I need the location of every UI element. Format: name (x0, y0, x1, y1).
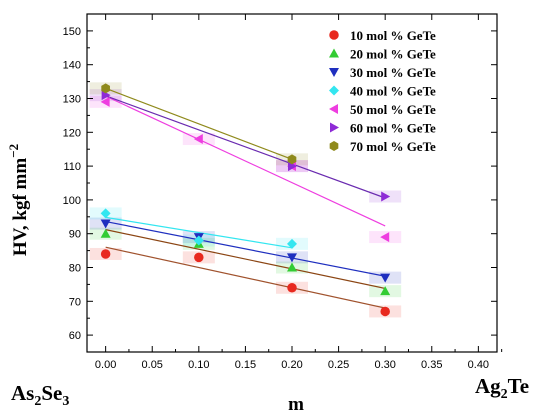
x-axis-left-end-label: As2Se3 (11, 381, 69, 409)
legend-label: 50 mol % GeTe (350, 102, 436, 117)
fit-line (105, 95, 386, 199)
data-point (381, 191, 391, 202)
x-left-label-sub1: 2 (34, 394, 41, 409)
data-point (100, 249, 111, 259)
x-left-label-base: As (11, 381, 34, 405)
data-point (101, 90, 111, 101)
y-tick-labels: 60 70 80 90 100 110 120 130 140 150 (63, 26, 81, 342)
y-axis-title-text: HV, kgf mm (10, 158, 31, 257)
data-point (100, 228, 111, 238)
data-point (380, 232, 390, 243)
x-tick-label: 0.40 (468, 359, 489, 371)
x-tick-label: 0.20 (281, 359, 302, 371)
legend-marker (329, 30, 339, 40)
x-tick-label: 0.05 (142, 359, 163, 371)
data-point (193, 134, 203, 145)
y-tick-label: 70 (69, 296, 81, 308)
legend-label: 40 mol % GeTe (350, 84, 436, 99)
x-tick-label: 0.30 (374, 359, 395, 371)
x-tick-label: 0.35 (421, 359, 442, 371)
data-point (287, 238, 297, 249)
y-tick-label: 100 (63, 195, 81, 207)
legend-marker (329, 48, 339, 58)
legend: 10 mol % GeTe 20 mol % GeTe 30 mol % GeTe 4… (329, 28, 436, 154)
data-point (100, 219, 111, 229)
y-tick-label: 80 (69, 263, 81, 275)
y-tick-label: 110 (63, 161, 81, 173)
x-axis-title: m (288, 394, 304, 415)
legend-label: 10 mol % GeTe (350, 28, 436, 43)
fit-line (105, 246, 386, 309)
x-right-label-sub1: 2 (501, 387, 508, 402)
x-tick-label: 0.15 (235, 359, 256, 371)
markers-layer (100, 83, 391, 317)
legend-marker (329, 68, 339, 77)
x-tick-label: 0.10 (188, 359, 209, 371)
data-point (380, 273, 391, 283)
y-tick-label: 90 (69, 229, 81, 241)
y-tick-label: 130 (63, 94, 81, 106)
data-point (380, 286, 391, 296)
legend-label: 20 mol % GeTe (350, 47, 436, 62)
data-point (287, 253, 297, 263)
x-right-label-mid: Te (508, 374, 529, 398)
data-point (100, 208, 111, 219)
fit-lines-layer (105, 87, 386, 309)
fit-line (105, 220, 386, 277)
x-tick-labels: 0.00 0.05 0.10 0.15 0.20 0.25 0.30 0.35 0.40 (95, 359, 489, 371)
data-point (287, 154, 297, 165)
legend-label: 30 mol % GeTe (350, 65, 436, 80)
x-axis-right-end-label: Ag2Te (475, 374, 529, 402)
data-point (193, 235, 204, 246)
data-point (194, 252, 204, 263)
y-tick-label: 120 (63, 127, 81, 139)
data-point (287, 283, 297, 293)
fit-line (105, 87, 293, 160)
y-tick-label: 150 (63, 26, 81, 38)
axis-ticks (87, 13, 503, 352)
fit-line (105, 95, 386, 227)
legend-label: 70 mol % GeTe (350, 139, 436, 154)
legend-marker (329, 141, 339, 151)
y-axis-title-superscript: −2 (6, 144, 21, 158)
data-point (100, 96, 110, 107)
data-point (288, 161, 297, 172)
legend-marker (330, 122, 339, 133)
y-tick-label: 140 (63, 60, 81, 72)
legend-marker (329, 104, 338, 114)
data-point (287, 262, 297, 272)
x-tick-label: 0.00 (95, 359, 116, 371)
fit-line (105, 229, 386, 290)
legend-label: 60 mol % GeTe (350, 121, 436, 136)
y-tick-label: 60 (69, 330, 81, 342)
x-left-label-sub2: 3 (62, 394, 69, 409)
fit-line (105, 216, 293, 249)
x-right-label-base: Ag (475, 374, 501, 398)
data-point (101, 83, 110, 94)
y-axis-title: HV, kgf mm−2 (6, 144, 31, 256)
x-left-label-mid: Se (41, 381, 62, 405)
legend-marker (329, 85, 339, 96)
x-tick-label: 0.25 (328, 359, 349, 371)
data-point (380, 306, 390, 317)
